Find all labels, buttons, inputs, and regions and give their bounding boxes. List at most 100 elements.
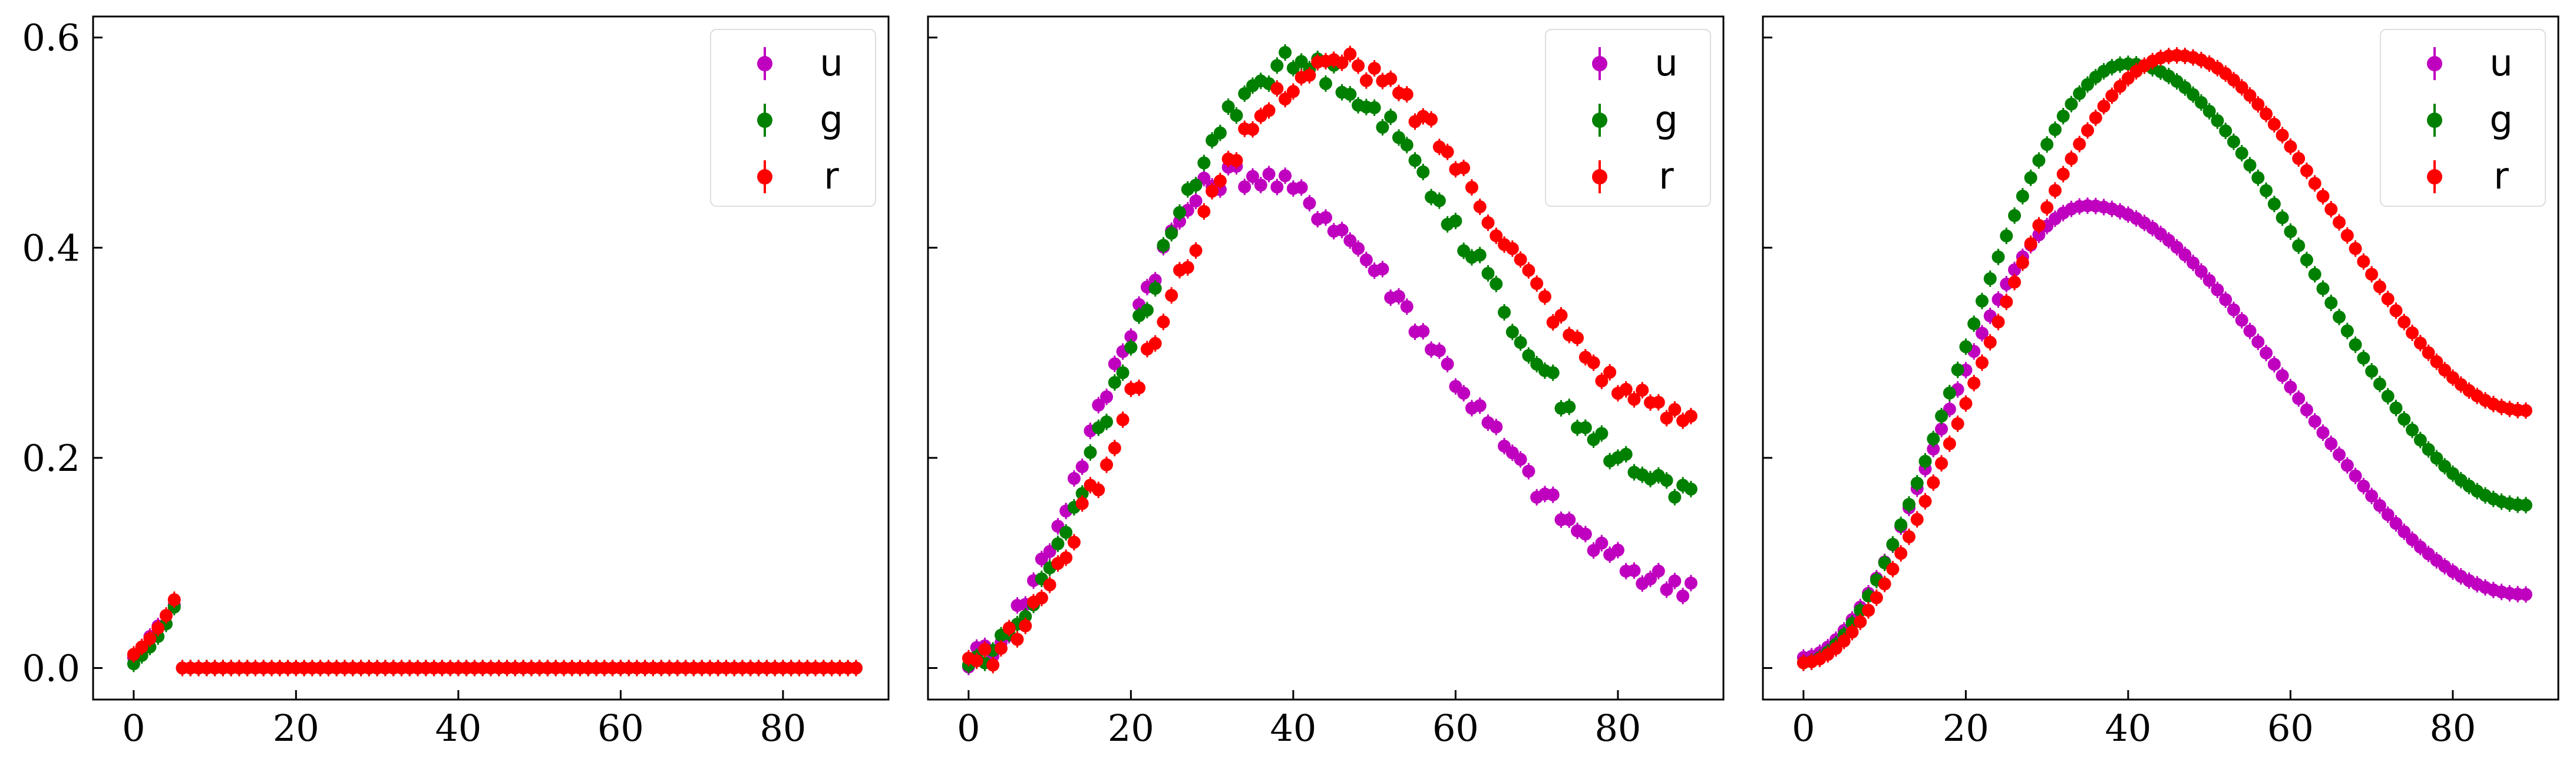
data-point-r: [1587, 356, 1600, 370]
data-point-u: [1514, 453, 1527, 466]
data-point-g: [2373, 377, 2386, 391]
legend-marker: [757, 56, 772, 71]
data-point-r: [1457, 161, 1471, 174]
data-point-u: [2365, 489, 2379, 503]
data-point-u: [1124, 330, 1138, 344]
data-point-g: [2235, 146, 2248, 160]
data-point-g: [1173, 206, 1187, 219]
series-g: [1796, 55, 2532, 671]
data-point-r: [2333, 216, 2346, 229]
data-point-u: [2381, 508, 2395, 522]
data-point-r: [1206, 184, 1219, 198]
y-tick-label: 0.6: [22, 17, 80, 60]
data-point-u: [2187, 256, 2200, 270]
data-point-g: [1595, 427, 1609, 440]
data-point-r: [2048, 184, 2062, 197]
data-point-g: [2324, 296, 2338, 309]
data-point-g: [2187, 88, 2200, 101]
plot-frame: [927, 15, 1725, 701]
data-point-r: [2324, 203, 2338, 216]
data-point-g: [2381, 390, 2395, 403]
legend-marker: [1592, 169, 1607, 184]
data-point-r: [1473, 200, 1487, 213]
data-point-u: [1522, 464, 1535, 478]
data-point-u: [1400, 300, 1414, 314]
legend-box: [1545, 29, 1711, 207]
data-point-g: [2073, 87, 2086, 100]
data-point-r: [135, 640, 148, 654]
data-point-g: [1124, 341, 1138, 354]
data-point-g: [2300, 253, 2313, 267]
data-point-u: [2178, 248, 2192, 262]
legend-label: g: [1654, 98, 1677, 141]
data-point-g: [1270, 59, 1284, 72]
data-point-u: [1578, 527, 1592, 541]
data-point-r: [1854, 615, 1867, 629]
data-point-g: [1894, 518, 1908, 532]
data-point-u: [1975, 327, 1989, 340]
data-point-g: [1927, 432, 1940, 446]
data-point-g: [1051, 537, 1065, 550]
data-point-g: [2251, 171, 2265, 184]
data-point-r: [1627, 393, 1641, 406]
data-point-g: [2065, 97, 2078, 111]
data-point-u: [2333, 448, 2346, 461]
data-point-g: [1902, 497, 1916, 511]
data-point-r: [1148, 337, 1162, 350]
data-point-u: [2267, 358, 2281, 371]
data-point-r: [2000, 295, 2013, 309]
data-point-g: [2276, 211, 2289, 225]
data-point-r: [1108, 441, 1121, 455]
x-tick-label: 80: [2429, 707, 2476, 750]
data-point-r: [1862, 603, 1875, 617]
data-point-u: [2235, 314, 2248, 327]
data-point-r: [1010, 632, 1024, 646]
data-point-g: [1238, 87, 1251, 100]
data-point-r: [2316, 189, 2330, 203]
data-point-r: [1230, 154, 1243, 167]
data-point-r: [1886, 562, 1900, 576]
data-point-r: [1157, 315, 1170, 329]
data-point-r: [151, 621, 165, 635]
data-point-g: [2406, 423, 2419, 437]
data-point-g: [2260, 184, 2273, 197]
data-point-g: [1546, 366, 1560, 380]
data-point-g: [1019, 610, 1032, 624]
x-tick-label: 60: [1432, 707, 1479, 750]
data-point-r: [849, 661, 863, 675]
data-point-u: [1611, 543, 1624, 557]
data-point-g: [1384, 110, 1398, 124]
data-point-r: [2349, 242, 2362, 255]
data-point-r: [2340, 229, 2354, 242]
x-tick-label: 20: [1943, 707, 1989, 750]
data-point-r: [1530, 277, 1544, 291]
data-point-r: [1943, 437, 1956, 450]
data-point-g: [1481, 266, 1495, 280]
data-point-g: [1522, 349, 1535, 362]
data-point-r: [1246, 123, 1260, 136]
legend-label: g: [820, 98, 843, 141]
data-point-g: [2243, 159, 2257, 172]
data-point-r: [1043, 578, 1056, 592]
data-point-u: [2340, 459, 2354, 472]
data-point-g: [1967, 317, 1981, 331]
data-point-r: [1837, 634, 1851, 648]
data-point-r: [1959, 397, 1973, 410]
data-point-r: [1343, 47, 1357, 61]
data-point-u: [2284, 380, 2297, 394]
data-point-r: [2276, 128, 2289, 142]
data-point-g: [1392, 131, 1405, 144]
data-point-r: [1514, 253, 1527, 266]
data-point-g: [1279, 45, 1292, 59]
data-point-u: [2349, 469, 2362, 483]
data-point-g: [1910, 476, 1924, 490]
data-point-r: [1400, 88, 1414, 101]
data-point-u: [2519, 588, 2532, 601]
data-point-g: [2267, 197, 2281, 211]
data-point-u: [1067, 471, 1081, 485]
data-point-r: [2422, 346, 2435, 360]
data-point-r: [1262, 104, 1276, 117]
data-point-r: [2056, 167, 2070, 181]
data-point-r: [2089, 111, 2102, 124]
data-point-u: [1441, 357, 1454, 371]
